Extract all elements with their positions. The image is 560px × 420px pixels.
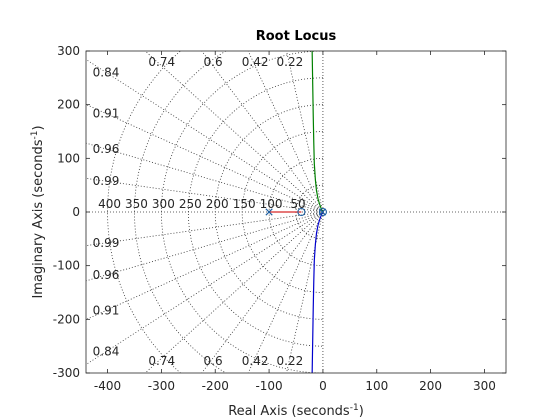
zeta-label-upper: 0.6 [204,55,223,69]
y-axis-label: Imaginary Axis (seconds-1) [30,125,46,298]
wn-label: 400 [98,197,121,211]
zeta-label-lower: 0.96 [93,268,120,282]
pole-marker-0 [265,208,273,216]
chart-title: Root Locus [256,29,337,44]
x-tick-label: 100 [365,379,388,393]
x-tick-label: 200 [419,379,442,393]
y-tick-label: -200 [53,312,80,326]
y-tick-label: 200 [57,98,80,112]
tick-layer: -400 -300 -200 -100 0 100 200 300 -300 -200 -100 0 1… [53,44,506,393]
zeta-label-lower: 0.99 [93,236,120,250]
pole-stroke [265,208,273,216]
zeta-label-lower: 0.91 [93,304,120,318]
y-tick-label: 0 [72,205,80,219]
zeta-label-upper: 0.91 [93,106,120,120]
y-tick-label: -100 [53,259,80,273]
zeta-label-lower: 0.6 [204,354,223,368]
x-tick-label: 0 [319,379,327,393]
zeta-label-upper: 0.84 [93,65,120,79]
zeta-label-upper: 0.74 [148,55,175,69]
series-layer [269,51,323,373]
wn-label: 250 [179,197,202,211]
x-tick-label: -200 [202,379,229,393]
zeta-label-upper: 0.99 [93,174,120,188]
zeta-label-lower: 0.84 [93,345,120,359]
wn-label: 200 [206,197,229,211]
zeta-label-lower: 0.74 [148,354,175,368]
zero-marker-1 [318,207,327,217]
x-tick-label: -300 [148,379,175,393]
wn-circle-0 [295,184,323,240]
zeta-label-upper: 0.42 [242,55,269,69]
wn-label: 350 [125,197,148,211]
zeta-label-upper: 0.96 [93,142,120,156]
marker-layer [265,207,327,217]
grid-label-layer: 50 100 150 200 250 300 350 400 0.22 0.22 0.42 0.42 0… [93,55,306,368]
y-tick-label: 300 [57,44,80,58]
wn-label: 150 [233,197,256,211]
y-tick-label: 100 [57,151,80,165]
wn-circle-4 [188,77,323,347]
wn-circle-3 [214,104,323,320]
zero-marker-0 [297,207,306,217]
zeta-label-lower: 0.42 [242,354,269,368]
zeta-label-upper: 0.22 [277,55,304,69]
x-tick-label: 300 [473,379,496,393]
x-tick-label: -400 [94,379,121,393]
zeta-label-lower: 0.22 [277,354,304,368]
locus-branch-2 [311,211,323,373]
wn-label: 100 [260,197,283,211]
wn-label: 50 [290,197,305,211]
locus-branch-1 [311,51,323,213]
wn-label: 300 [152,197,175,211]
x-axis-label: Real Axis (seconds-1) [228,403,364,419]
y-tick-label: -300 [53,366,80,380]
x-tick-label: -100 [255,379,282,393]
wn-circle-2 [241,131,323,293]
